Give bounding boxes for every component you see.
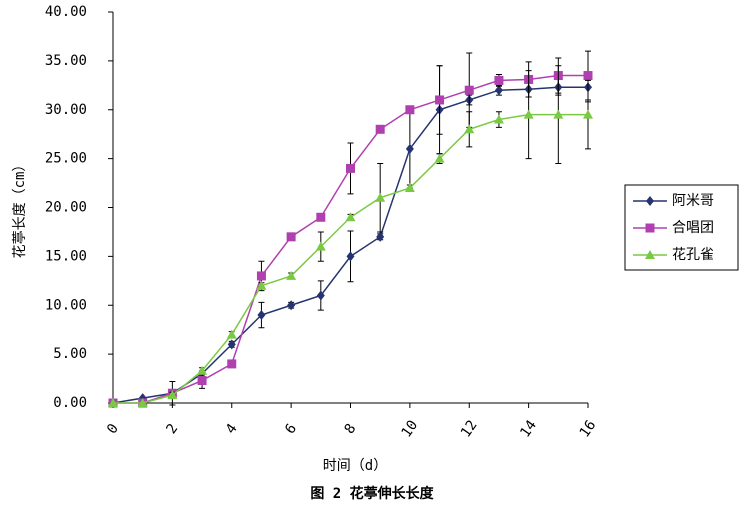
marker: [405, 105, 415, 115]
marker: [645, 250, 655, 259]
x-tick-label: 16: [577, 418, 600, 441]
marker: [405, 143, 414, 154]
marker: [494, 75, 504, 85]
marker: [257, 310, 266, 321]
marker: [375, 124, 385, 134]
marker: [256, 271, 266, 281]
marker: [167, 390, 178, 400]
x-tick-label: 12: [458, 418, 481, 441]
marker: [286, 232, 296, 242]
x-tick-label: 2: [163, 421, 181, 437]
marker: [227, 359, 237, 369]
marker: [375, 192, 386, 202]
marker: [197, 365, 208, 375]
marker: [287, 300, 296, 311]
y-tick-label: 20.00: [45, 200, 87, 216]
chart-title: 图 2 花葶伸长长度: [310, 485, 434, 502]
y-tick-label: 15.00: [45, 248, 87, 264]
y-tick-label: 10.00: [45, 297, 87, 313]
x-tick-label: 4: [223, 421, 241, 437]
y-tick-label: 25.00: [45, 151, 87, 167]
marker: [346, 251, 355, 262]
legend-label: 花孔雀: [672, 247, 714, 263]
x-tick-label: 14: [517, 418, 540, 441]
y-tick-label: 0.00: [53, 395, 87, 411]
x-tick-label: 6: [282, 421, 300, 437]
marker: [583, 71, 593, 81]
marker: [316, 212, 326, 222]
marker: [108, 398, 118, 407]
marker: [316, 290, 325, 301]
marker: [523, 109, 534, 119]
x-tick-label: 10: [398, 418, 421, 441]
legend-label: 合唱团: [672, 220, 714, 236]
marker: [464, 85, 474, 95]
marker: [197, 376, 207, 386]
legend-label: 阿米哥: [672, 193, 714, 209]
marker: [345, 212, 356, 222]
marker: [494, 85, 503, 96]
marker: [137, 398, 148, 407]
marker: [376, 231, 385, 242]
y-tick-label: 30.00: [45, 102, 87, 118]
marker: [404, 182, 415, 192]
marker: [256, 280, 267, 290]
x-axis-label: 时间（d）: [323, 458, 387, 474]
x-tick-label: 8: [342, 421, 360, 437]
marker: [645, 223, 655, 233]
marker: [583, 109, 593, 119]
marker: [346, 163, 355, 173]
marker: [227, 339, 236, 350]
y-tick-label: 40.00: [45, 4, 87, 20]
marker: [286, 270, 297, 280]
y-tick-label: 35.00: [45, 53, 87, 69]
marker: [493, 114, 504, 124]
marker: [646, 196, 654, 206]
marker: [226, 329, 237, 339]
marker: [315, 241, 326, 251]
marker: [464, 124, 475, 134]
marker: [434, 153, 445, 163]
marker: [553, 109, 564, 119]
y-axis-label: 花葶长度（cm）: [12, 158, 28, 259]
y-tick-label: 5.00: [53, 346, 87, 362]
x-tick-label: 0: [104, 421, 122, 437]
marker: [435, 95, 445, 105]
